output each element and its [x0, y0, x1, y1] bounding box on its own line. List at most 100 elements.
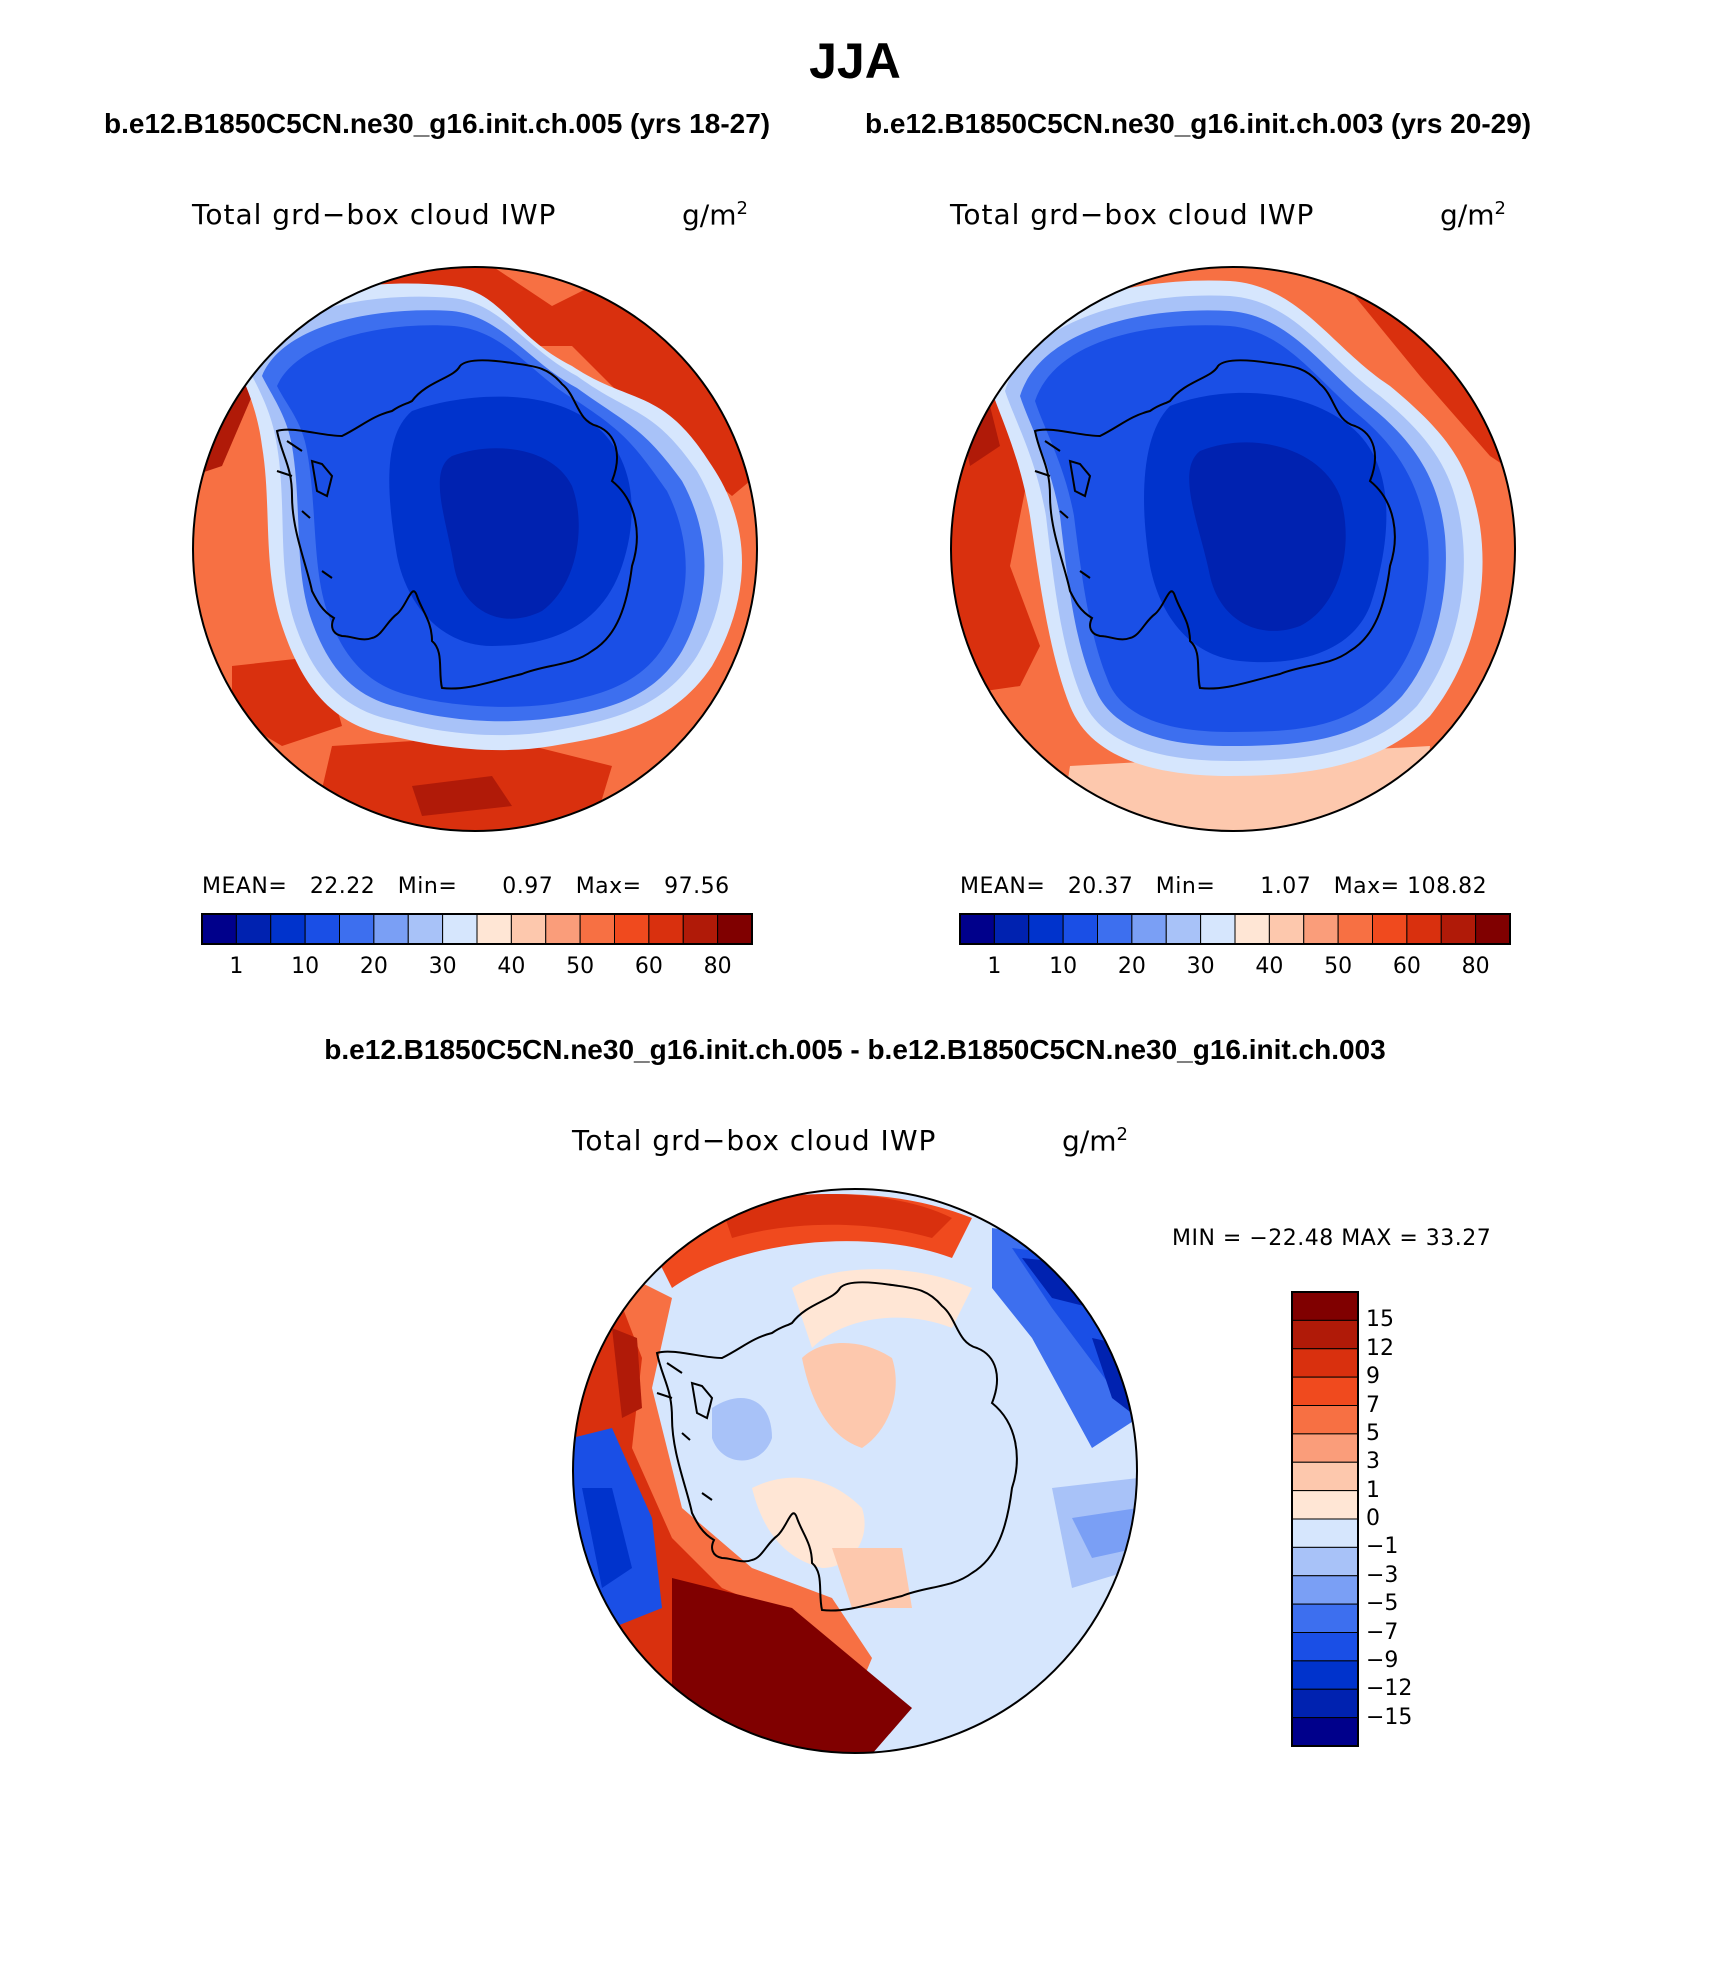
colorbar-swatch [476, 913, 512, 945]
difference-title: b.e12.B1850C5CN.ne30_g16.init.ch.005 - b… [324, 1034, 1386, 1065]
case-title-left: b.e12.B1850C5CN.ne30_g16.init.ch.005 (yr… [104, 108, 771, 139]
colorbar-swatch [1291, 1348, 1359, 1378]
colorbar-swatch [1165, 913, 1202, 945]
colorbar-case1-tick-label: 30 [428, 954, 457, 979]
colorbar-swatch [1303, 913, 1339, 945]
case-title-right: b.e12.B1850C5CN.ne30_g16.init.ch.003 (yr… [865, 108, 1532, 139]
colorbar-difference-labels: 15 12 9 7 5 3 1 0 −1 −3 −5 −7 −9 −12 −15 [1366, 1292, 1486, 1746]
colorbar-case2-tick-label: 20 [1117, 954, 1146, 979]
colorbar-swatch [1291, 1376, 1359, 1406]
colorbar-case2-tick-label: 80 [1461, 954, 1490, 979]
colorbar-swatch [1291, 1405, 1359, 1435]
colorbar-difference [1291, 1291, 1359, 1747]
panel2-units-label: g/m2 [1440, 198, 1506, 232]
colorbar-case1-tick-label: 50 [566, 954, 595, 979]
main-title: JJA [809, 33, 901, 89]
colorbar-case1-tick-label: 80 [703, 954, 732, 979]
colorbar-swatch [339, 913, 375, 945]
colorbar-difference-tick-label: −7 [1366, 1619, 1399, 1645]
colorbar-swatch [959, 913, 995, 945]
colorbar-case2-tick-label: 50 [1324, 954, 1353, 979]
colorbar-swatch [235, 913, 272, 945]
map-panel-difference [572, 1188, 1138, 1754]
colorbar-swatch [1234, 913, 1270, 945]
colorbar-swatch [1062, 913, 1098, 945]
colorbar-difference-tick-label: 1 [1366, 1477, 1380, 1503]
colorbar-swatch [682, 913, 719, 945]
colorbar-swatch [201, 913, 237, 945]
panel1-units-label: g/m2 [682, 198, 748, 232]
colorbar-swatch [1475, 913, 1511, 945]
colorbar-case2-labels: 1 10 20 30 40 50 60 80 [960, 954, 1510, 984]
colorbar-case2-tick-label: 1 [987, 954, 1002, 979]
panel1-stats: MEAN= 22.22 Min= 0.97 Max= 97.56 [202, 874, 730, 899]
colorbar-swatch [1097, 913, 1133, 945]
colorbar-swatch [1291, 1717, 1359, 1747]
colorbar-swatch [270, 913, 306, 945]
colorbar-case1 [201, 913, 753, 945]
colorbar-swatch [614, 913, 650, 945]
colorbar-swatch [373, 913, 409, 945]
colorbar-swatch [442, 913, 478, 945]
colorbar-swatch [717, 913, 753, 945]
colorbar-swatch [993, 913, 1030, 945]
map-panel-case1 [192, 266, 758, 832]
colorbar-swatch [545, 913, 581, 945]
colorbar-swatch [1291, 1461, 1359, 1492]
colorbar-case1-tick-label: 60 [634, 954, 663, 979]
panel2-stats: MEAN= 20.37 Min= 1.07 Max= 108.82 [960, 874, 1488, 899]
colorbar-swatch [1291, 1660, 1359, 1690]
colorbar-swatch [1372, 913, 1408, 945]
colorbar-swatch [304, 913, 340, 945]
panel1-variable-label: Total grd−box cloud IWP [192, 198, 557, 231]
colorbar-swatch [510, 913, 547, 945]
colorbar-swatch [648, 913, 684, 945]
colorbar-difference-tick-label: 5 [1366, 1420, 1380, 1446]
colorbar-difference-tick-label: 3 [1366, 1449, 1380, 1475]
colorbar-swatch [1028, 913, 1064, 945]
colorbar-swatch [1291, 1632, 1359, 1662]
colorbar-case1-tick-label: 10 [291, 954, 320, 979]
colorbar-case1-labels: 1 10 20 30 40 50 60 80 [202, 954, 752, 984]
colorbar-swatch [1337, 913, 1373, 945]
colorbar-swatch [579, 913, 615, 945]
colorbar-case2-tick-label: 30 [1186, 954, 1215, 979]
colorbar-difference-tick-label: 9 [1366, 1364, 1380, 1390]
colorbar-swatch [1440, 913, 1477, 945]
diff-minmax: MIN = −22.48 MAX = 33.27 [1172, 1226, 1492, 1251]
colorbar-case2 [959, 913, 1511, 945]
colorbar-case2-tick-label: 60 [1392, 954, 1421, 979]
colorbar-swatch [1200, 913, 1236, 945]
diff-variable-label: Total grd−box cloud IWP [572, 1124, 937, 1157]
colorbar-swatch [1291, 1433, 1359, 1463]
colorbar-swatch [1291, 1319, 1359, 1350]
colorbar-difference-tick-label: −1 [1366, 1534, 1399, 1560]
colorbar-case1-tick-label: 1 [229, 954, 244, 979]
colorbar-difference-tick-label: 7 [1366, 1392, 1380, 1418]
colorbar-swatch [1291, 1490, 1359, 1520]
colorbar-difference-tick-label: −15 [1366, 1704, 1413, 1730]
colorbar-case2-tick-label: 10 [1049, 954, 1078, 979]
colorbar-difference-tick-label: 12 [1366, 1335, 1394, 1361]
colorbar-swatch [1291, 1291, 1359, 1321]
diff-units-label: g/m2 [1062, 1124, 1128, 1158]
colorbar-case1-tick-label: 20 [359, 954, 388, 979]
colorbar-swatch [1291, 1603, 1359, 1633]
colorbar-swatch [1291, 1575, 1359, 1605]
panel2-variable-label: Total grd−box cloud IWP [950, 198, 1315, 231]
colorbar-swatch [1291, 1518, 1359, 1548]
colorbar-case2-tick-label: 40 [1255, 954, 1284, 979]
colorbar-difference-tick-label: −9 [1366, 1647, 1399, 1673]
colorbar-case1-tick-label: 40 [497, 954, 526, 979]
colorbar-swatch [1406, 913, 1442, 945]
colorbar-swatch [1268, 913, 1305, 945]
map-panel-case2 [950, 266, 1516, 832]
colorbar-difference-tick-label: −3 [1366, 1562, 1399, 1588]
colorbar-swatch [1291, 1546, 1359, 1577]
colorbar-swatch [1131, 913, 1167, 945]
colorbar-difference-tick-label: −12 [1366, 1676, 1413, 1702]
colorbar-difference-tick-label: 0 [1366, 1506, 1380, 1531]
colorbar-swatch [407, 913, 444, 945]
colorbar-difference-tick-label: 15 [1366, 1307, 1394, 1333]
colorbar-difference-tick-label: −5 [1366, 1591, 1399, 1617]
